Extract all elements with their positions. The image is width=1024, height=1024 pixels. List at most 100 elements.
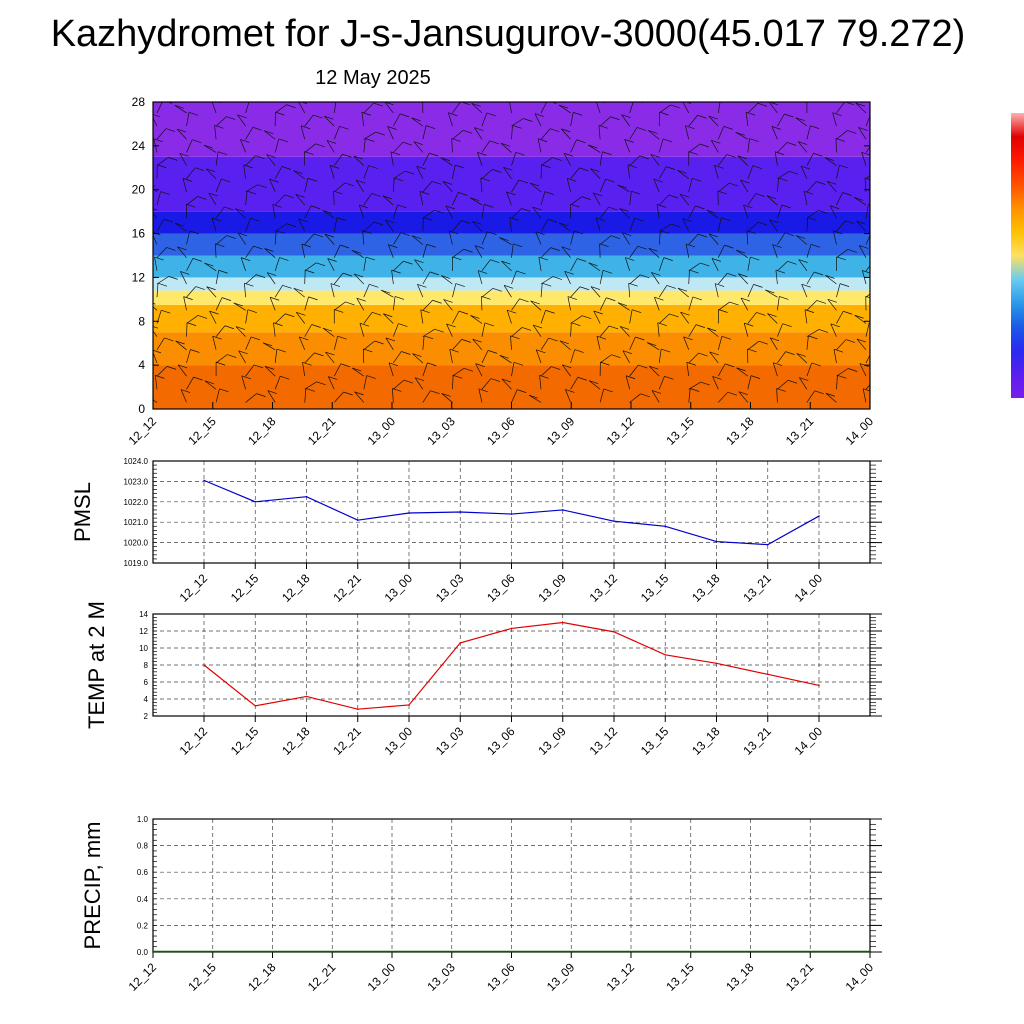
wind-barb [836,375,838,390]
data-point [203,479,205,482]
wind-barb-flag [458,192,468,196]
wind-barb-flag [252,126,262,131]
wind-barb [481,378,492,390]
wind-barb [245,127,254,140]
wind-barb-flag [534,113,545,117]
wind-barb-flag [266,154,276,158]
color-band [153,304,870,333]
wind-barb [153,330,158,337]
wind-barb [298,218,306,232]
wind-barb-flag [250,336,261,341]
data-point [408,704,410,706]
wind-barb-flag [166,102,173,104]
wind-barb [570,258,578,272]
wind-barb-flag [685,243,696,248]
wind-barb-flag [521,327,532,331]
wind-barb-flag [740,179,750,184]
wind-barb-flag [775,151,785,156]
x-tick-label: 12_18 [279,571,313,605]
wind-barb-flag [272,204,282,208]
wind-barb [208,192,217,206]
wind-barb-flag [267,390,277,394]
data-point [459,642,462,644]
wind-barb [836,249,848,258]
wind-barb-flag [538,256,548,261]
wind-barb [688,270,690,285]
wind-barb-flag [854,197,864,201]
wind-barb-flag [573,112,583,116]
wind-barb [777,296,780,311]
wind-barb-flag [833,348,844,353]
wind-barb-flag [709,351,719,356]
wind-barb [688,381,701,390]
wind-barb [452,283,457,298]
wind-barb [629,309,633,324]
wind-barb [363,221,375,232]
wind-barb-flag [711,258,722,262]
wind-barb [777,323,783,337]
wind-barb [358,204,365,219]
wind-barb-flag [461,339,471,343]
wind-barb-flag [637,245,647,250]
wind-barb-flag [837,374,847,379]
wind-barb [354,391,365,403]
wind-barb [511,118,524,127]
wind-barb-flag [340,244,350,249]
wind-barb-flag [174,105,184,109]
wind-barb-flag [818,210,828,214]
wind-barb [393,204,398,219]
wind-barb-flag [253,245,263,250]
wind-barb [570,322,572,337]
wind-barb [451,138,453,153]
wind-barb [795,235,808,245]
x-tick-label: 13_06 [484,960,518,994]
wind-barb [588,262,601,272]
wind-barb-flag [471,103,481,107]
wind-barb [330,283,335,298]
wind-barb [685,125,690,140]
wind-barb-flag [752,165,762,170]
wind-barb-flag [651,272,661,276]
wind-barb [156,218,165,232]
wind-barb-flag [795,117,805,122]
color-band [153,102,870,157]
wind-barb [186,112,190,127]
wind-barb [215,151,219,166]
wind-barb [298,102,306,114]
wind-barb [177,364,187,377]
wind-barb-flag [175,222,185,227]
wind-barb-flag [747,348,757,353]
wind-barb [629,393,641,403]
wind-barb-flag [832,112,842,116]
wind-barb [153,117,158,127]
wind-barb-flag [284,194,294,199]
data-point [510,513,513,515]
wind-barb-flag [431,181,442,185]
wind-barb-flag [552,157,562,161]
wind-barb-flag [374,221,384,226]
wind-barb [411,117,424,127]
wind-barb-flag [293,170,303,174]
wind-barb [481,288,494,298]
wind-barb-flag [798,259,808,263]
wind-barb [296,312,305,324]
wind-barb [501,260,512,272]
wind-barb-flag [567,296,578,300]
wind-barb [777,379,789,390]
wind-barb-flag [603,388,613,393]
wind-barb [387,126,394,140]
wind-barb [363,256,367,271]
wind-barb [629,155,640,166]
wind-barb-flag [299,336,309,341]
wind-barb-flag [654,296,664,301]
wind-barb-flag [810,125,820,130]
wind-barb-flag [285,313,295,318]
wind-barb-flag [636,127,647,131]
wind-barb-flag [816,300,826,304]
wind-barb-flag [582,315,592,319]
wind-barb-flag [281,166,292,170]
wind-barb [215,388,220,403]
wind-barb-flag [445,205,455,210]
wind-barb [304,114,314,127]
wind-barb-flag [660,230,670,234]
